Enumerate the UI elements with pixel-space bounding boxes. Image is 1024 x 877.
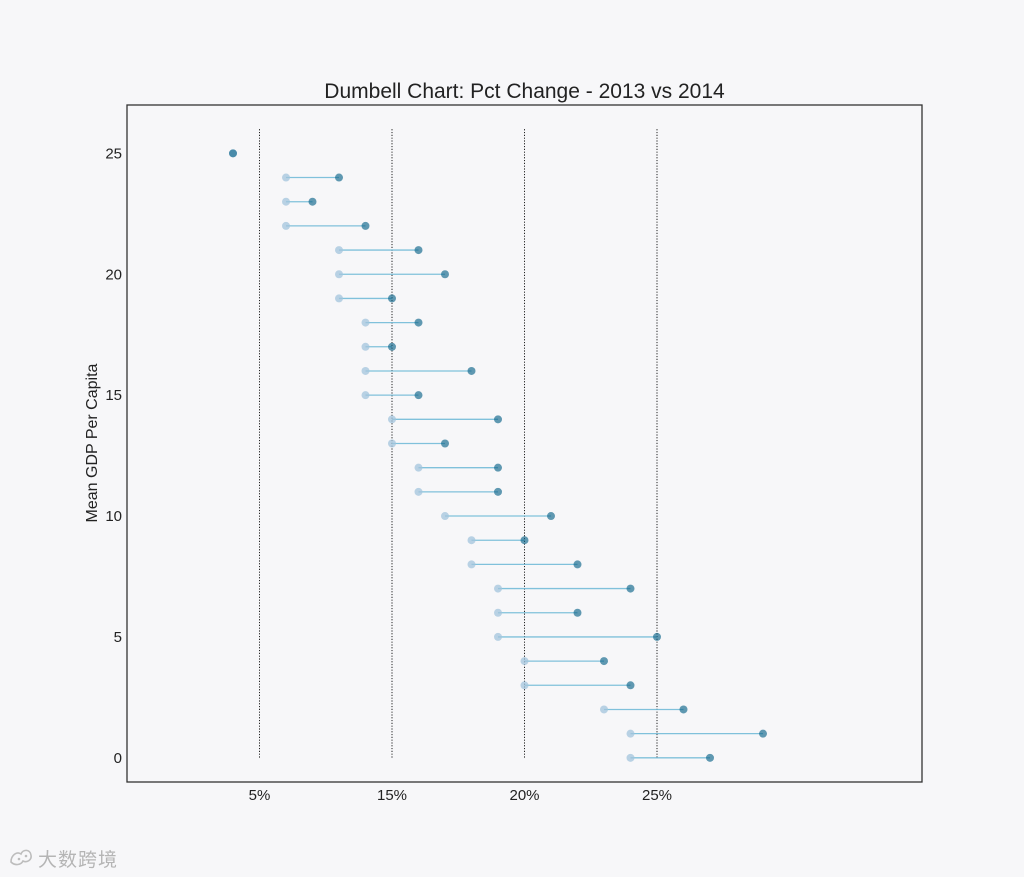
point-2014-19	[388, 294, 396, 303]
dumbbell-connectors	[286, 176, 763, 759]
y-tick-label-4: 20	[105, 266, 122, 283]
point-2014-8	[573, 560, 582, 569]
y-tick-label-5: 25	[105, 145, 122, 162]
point-2013-6	[494, 608, 502, 617]
point-2014-12	[494, 463, 502, 472]
point-2013-8	[467, 560, 476, 569]
point-2014-1	[759, 729, 767, 738]
point-2013-15	[361, 391, 370, 400]
point-2014-25	[229, 149, 237, 158]
x-tick-label-1: 15%	[377, 787, 407, 804]
point-2014-22	[361, 221, 370, 230]
wechat-logo-icon	[10, 849, 32, 866]
point-2014-15	[414, 391, 423, 400]
point-2013-12	[414, 463, 423, 472]
point-2013-5	[494, 632, 502, 641]
y-tick-label-3: 15	[105, 387, 122, 404]
point-2014-21	[414, 246, 423, 255]
point-2013-1	[626, 729, 635, 738]
point-2013-10	[441, 512, 449, 521]
point-2014-24	[335, 173, 343, 182]
point-2014-23	[308, 197, 317, 206]
point-2013-17	[361, 342, 370, 351]
point-2013-13	[388, 439, 396, 448]
watermark-text: 大数跨境	[38, 848, 119, 871]
chart-title: Dumbell Chart: Pct Change - 2013 vs 2014	[324, 80, 725, 103]
point-2013-16	[361, 366, 370, 375]
point-2014-20	[441, 270, 449, 279]
point-2013-24	[282, 173, 290, 182]
point-2014-5	[653, 632, 661, 641]
x-tick-label-0: 5%	[249, 787, 271, 804]
point-2013-11	[414, 487, 423, 496]
point-2014-18	[414, 318, 423, 327]
point-2014-10	[547, 512, 555, 521]
point-2014-14	[494, 415, 502, 424]
point-2014-2	[679, 705, 688, 714]
point-2014-7	[626, 584, 635, 593]
point-2013-23	[282, 197, 290, 206]
x-tick-label-3: 25%	[642, 787, 672, 804]
x-axis-ticks: 5% 15% 20% 25%	[249, 787, 672, 804]
y-axis-ticks: 0 5 10 15 20 25	[105, 145, 122, 766]
point-2014-11	[494, 487, 502, 496]
point-2014-13	[441, 439, 449, 448]
point-2014-6	[573, 608, 582, 617]
point-2014-16	[467, 366, 476, 375]
point-2013-19	[335, 294, 343, 303]
point-2013-2	[600, 705, 608, 714]
plot-frame	[126, 104, 923, 783]
point-2014-17	[388, 342, 396, 351]
y-tick-label-2: 10	[105, 508, 122, 525]
point-2013-7	[494, 584, 502, 593]
point-2013-9	[467, 536, 476, 545]
y-tick-label-0: 0	[114, 750, 122, 767]
point-2013-4	[520, 657, 529, 666]
x-tick-label-2: 20%	[509, 787, 539, 804]
point-2014-9	[520, 536, 529, 545]
y-tick-label-1: 5	[114, 629, 122, 646]
y-axis-label: Mean GDP Per Capita	[84, 363, 101, 522]
watermark: 大数跨境	[8, 843, 118, 873]
point-2013-3	[520, 681, 529, 690]
dumbbell-points	[229, 149, 767, 762]
point-2013-22	[282, 221, 290, 230]
point-2013-14	[388, 415, 396, 424]
point-2014-4	[600, 657, 608, 666]
point-2013-0	[626, 753, 635, 762]
point-2014-3	[626, 681, 635, 690]
point-2014-0	[706, 753, 714, 762]
point-2013-20	[335, 270, 343, 279]
point-2013-18	[361, 318, 370, 327]
point-2013-21	[335, 246, 343, 255]
